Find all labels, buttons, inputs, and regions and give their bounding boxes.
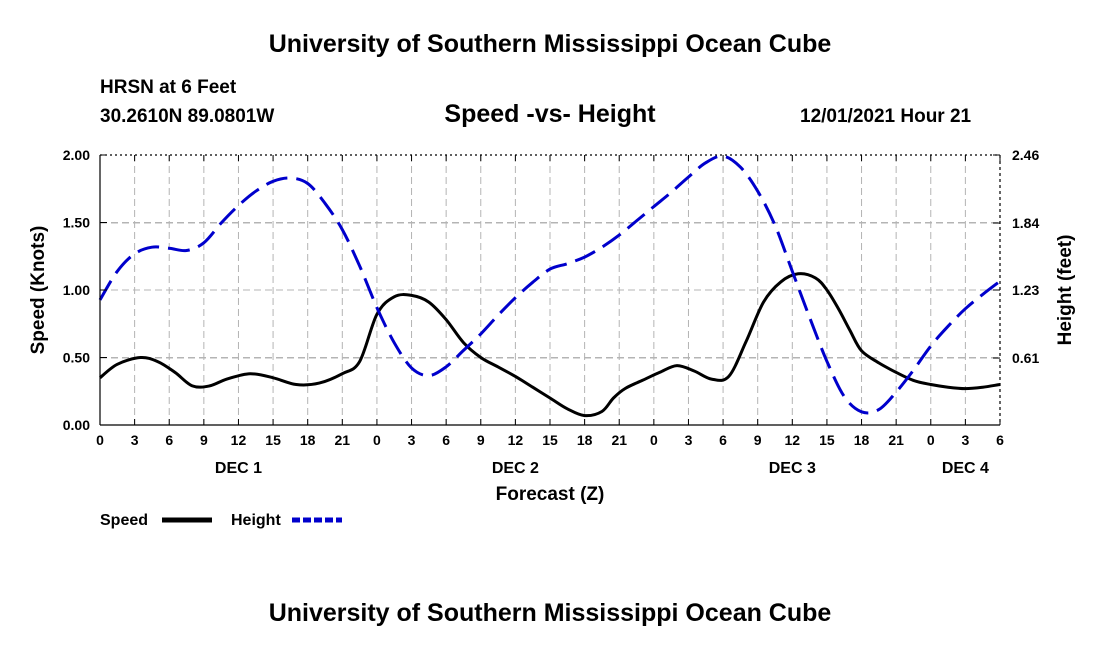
series-speed-line bbox=[99, 272, 1001, 418]
x-tick-label: 15 bbox=[265, 432, 281, 448]
day-label: DEC 2 bbox=[492, 460, 539, 477]
y2-tick-label: 1.23 bbox=[1012, 282, 1039, 298]
series-layer bbox=[98, 154, 1001, 418]
y2-tick-label: 2.46 bbox=[1012, 147, 1039, 163]
x-tick-label: 9 bbox=[754, 432, 762, 448]
day-label: DEC 3 bbox=[769, 460, 816, 477]
axis-labels: 0 3 6 9 12 15 18 21 0 3 6 9 12 15 18 21 0 3 6 9 12 15 18 21 0 3 6D… bbox=[63, 147, 1040, 477]
footer-title: University of Southern Mississippi Ocean… bbox=[268, 599, 832, 627]
x-tick-label: 0 bbox=[96, 432, 104, 448]
legend-speed-label: Speed bbox=[100, 512, 148, 529]
x-tick-label: 21 bbox=[611, 432, 627, 448]
legend: Speed Height bbox=[100, 512, 342, 529]
grid bbox=[100, 155, 1000, 425]
y-axis-title: Speed (Knots) bbox=[28, 226, 49, 355]
y-tick-label: 1.50 bbox=[63, 215, 90, 231]
day-label: DEC 4 bbox=[942, 460, 989, 477]
x-tick-label: 18 bbox=[854, 432, 870, 448]
y2-tick-label: 0.61 bbox=[1012, 350, 1039, 366]
x-tick-label: 21 bbox=[888, 432, 904, 448]
y-tick-label: 0.00 bbox=[63, 417, 90, 433]
x-tick-label: 0 bbox=[373, 432, 381, 448]
x-tick-label: 12 bbox=[231, 432, 247, 448]
y-tick-label: 1.00 bbox=[63, 282, 90, 298]
x-tick-label: 6 bbox=[165, 432, 173, 448]
x-tick-label: 18 bbox=[300, 432, 316, 448]
legend-height-label: Height bbox=[231, 512, 281, 529]
x-tick-label: 12 bbox=[508, 432, 524, 448]
x-tick-label: 21 bbox=[335, 432, 351, 448]
station-label: HRSN at 6 Feet bbox=[100, 77, 237, 98]
x-tick-label: 9 bbox=[477, 432, 485, 448]
x-tick-label: 15 bbox=[542, 432, 558, 448]
x-tick-label: 12 bbox=[785, 432, 801, 448]
chart-title: Speed -vs- Height bbox=[444, 100, 656, 128]
x-tick-label: 6 bbox=[442, 432, 450, 448]
forecast-datetime: 12/01/2021 Hour 21 bbox=[800, 106, 972, 127]
y-tick-label: 0.50 bbox=[63, 350, 90, 366]
x-axis-title: Forecast (Z) bbox=[496, 484, 605, 505]
x-tick-label: 3 bbox=[961, 432, 969, 448]
y-tick-label: 2.00 bbox=[63, 147, 90, 163]
y2-tick-label: 1.84 bbox=[1012, 215, 1039, 231]
x-tick-label: 9 bbox=[200, 432, 208, 448]
day-label: DEC 1 bbox=[215, 460, 262, 477]
station-coordinates: 30.2610N 89.0801W bbox=[100, 106, 275, 127]
y2-axis-title: Height (feet) bbox=[1055, 235, 1076, 346]
axes bbox=[99, 154, 1001, 426]
page-title: University of Southern Mississippi Ocean… bbox=[268, 30, 832, 58]
x-tick-label: 3 bbox=[131, 432, 139, 448]
x-tick-label: 15 bbox=[819, 432, 835, 448]
x-tick-label: 6 bbox=[996, 432, 1004, 448]
x-tick-label: 18 bbox=[577, 432, 593, 448]
x-tick-label: 3 bbox=[408, 432, 416, 448]
series-height-line bbox=[98, 154, 1001, 415]
x-tick-label: 0 bbox=[650, 432, 658, 448]
x-tick-label: 6 bbox=[719, 432, 727, 448]
x-tick-label: 3 bbox=[685, 432, 693, 448]
x-tick-label: 0 bbox=[927, 432, 935, 448]
